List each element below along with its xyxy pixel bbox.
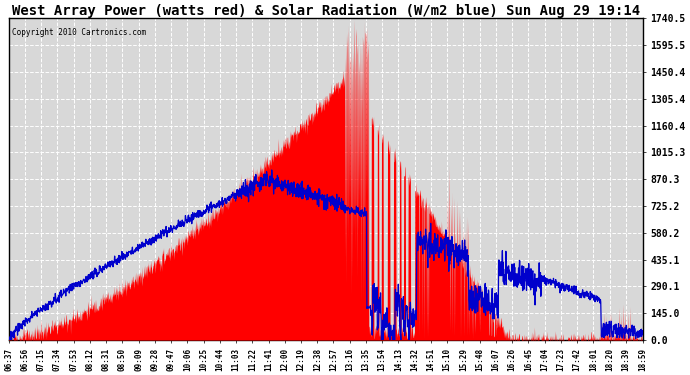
- Text: Copyright 2010 Cartronics.com: Copyright 2010 Cartronics.com: [12, 28, 146, 37]
- Title: West Array Power (watts red) & Solar Radiation (W/m2 blue) Sun Aug 29 19:14: West Array Power (watts red) & Solar Rad…: [12, 4, 640, 18]
